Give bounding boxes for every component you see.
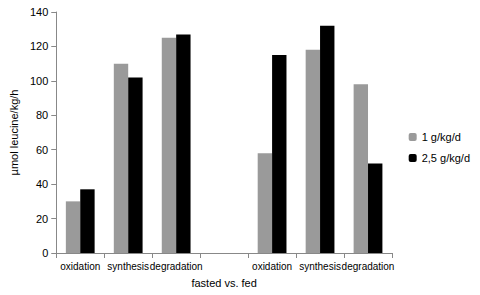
svg-text:140: 140 <box>30 6 48 18</box>
svg-text:synthesis: synthesis <box>299 261 341 272</box>
svg-text:synthesis: synthesis <box>107 261 149 272</box>
svg-text:0: 0 <box>42 247 48 259</box>
svg-text:1 g/kg/d: 1 g/kg/d <box>422 131 461 143</box>
svg-text:fasted vs. fed: fasted vs. fed <box>191 277 256 289</box>
svg-text:40: 40 <box>36 178 48 190</box>
svg-text:degradation: degradation <box>342 261 395 272</box>
svg-text:60: 60 <box>36 144 48 156</box>
svg-text:oxidation: oxidation <box>252 261 292 272</box>
svg-text:80: 80 <box>36 109 48 121</box>
svg-text:120: 120 <box>30 40 48 52</box>
svg-text:degradation: degradation <box>150 261 203 272</box>
svg-text:20: 20 <box>36 213 48 225</box>
svg-text:µmol leucine/kg/h: µmol leucine/kg/h <box>8 90 20 176</box>
svg-text:oxidation: oxidation <box>60 261 100 272</box>
svg-text:100: 100 <box>30 75 48 87</box>
svg-text:2,5 g/kg/d: 2,5 g/kg/d <box>422 152 470 164</box>
